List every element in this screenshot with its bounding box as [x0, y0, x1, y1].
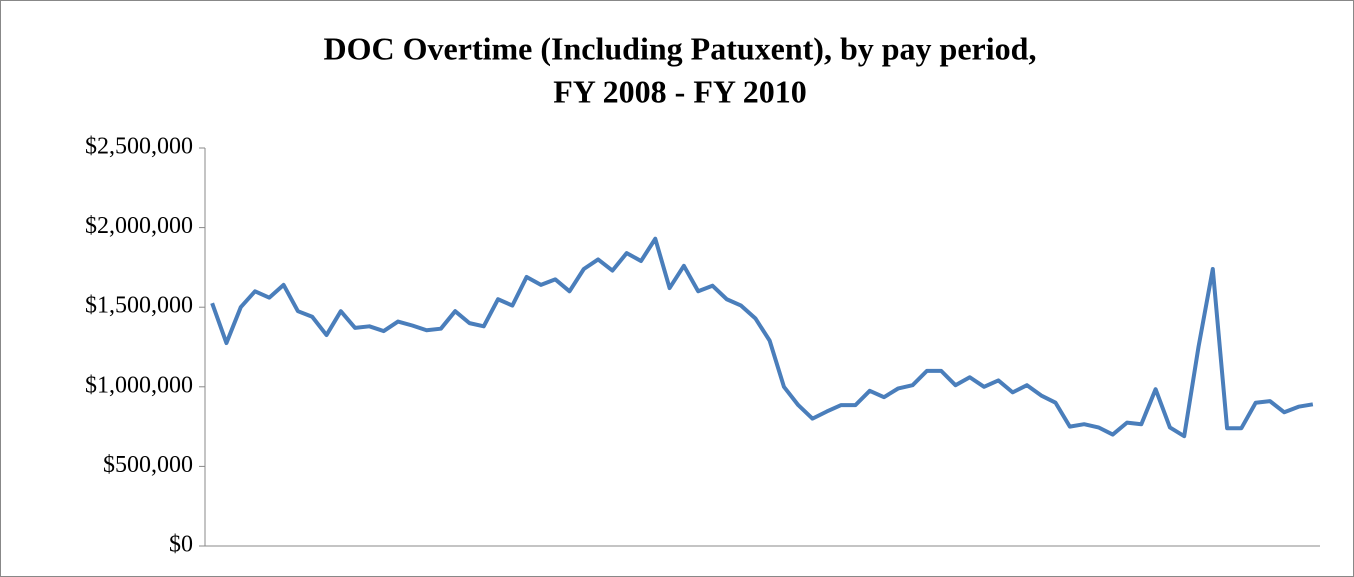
chart-title: DOC Overtime (Including Patuxent), by pa…: [324, 30, 1037, 66]
chart-title: FY 2008 - FY 2010: [553, 73, 807, 109]
y-tick-label: $1,500,000: [85, 293, 193, 319]
y-tick-label: $2,000,000: [85, 213, 193, 239]
line-series: [210, 236, 1314, 439]
y-tick-label: $0: [169, 532, 193, 558]
y-tick-label: $1,000,000: [85, 372, 193, 398]
y-tick-label: $500,000: [103, 452, 193, 478]
y-tick-label: $2,500,000: [85, 134, 193, 160]
